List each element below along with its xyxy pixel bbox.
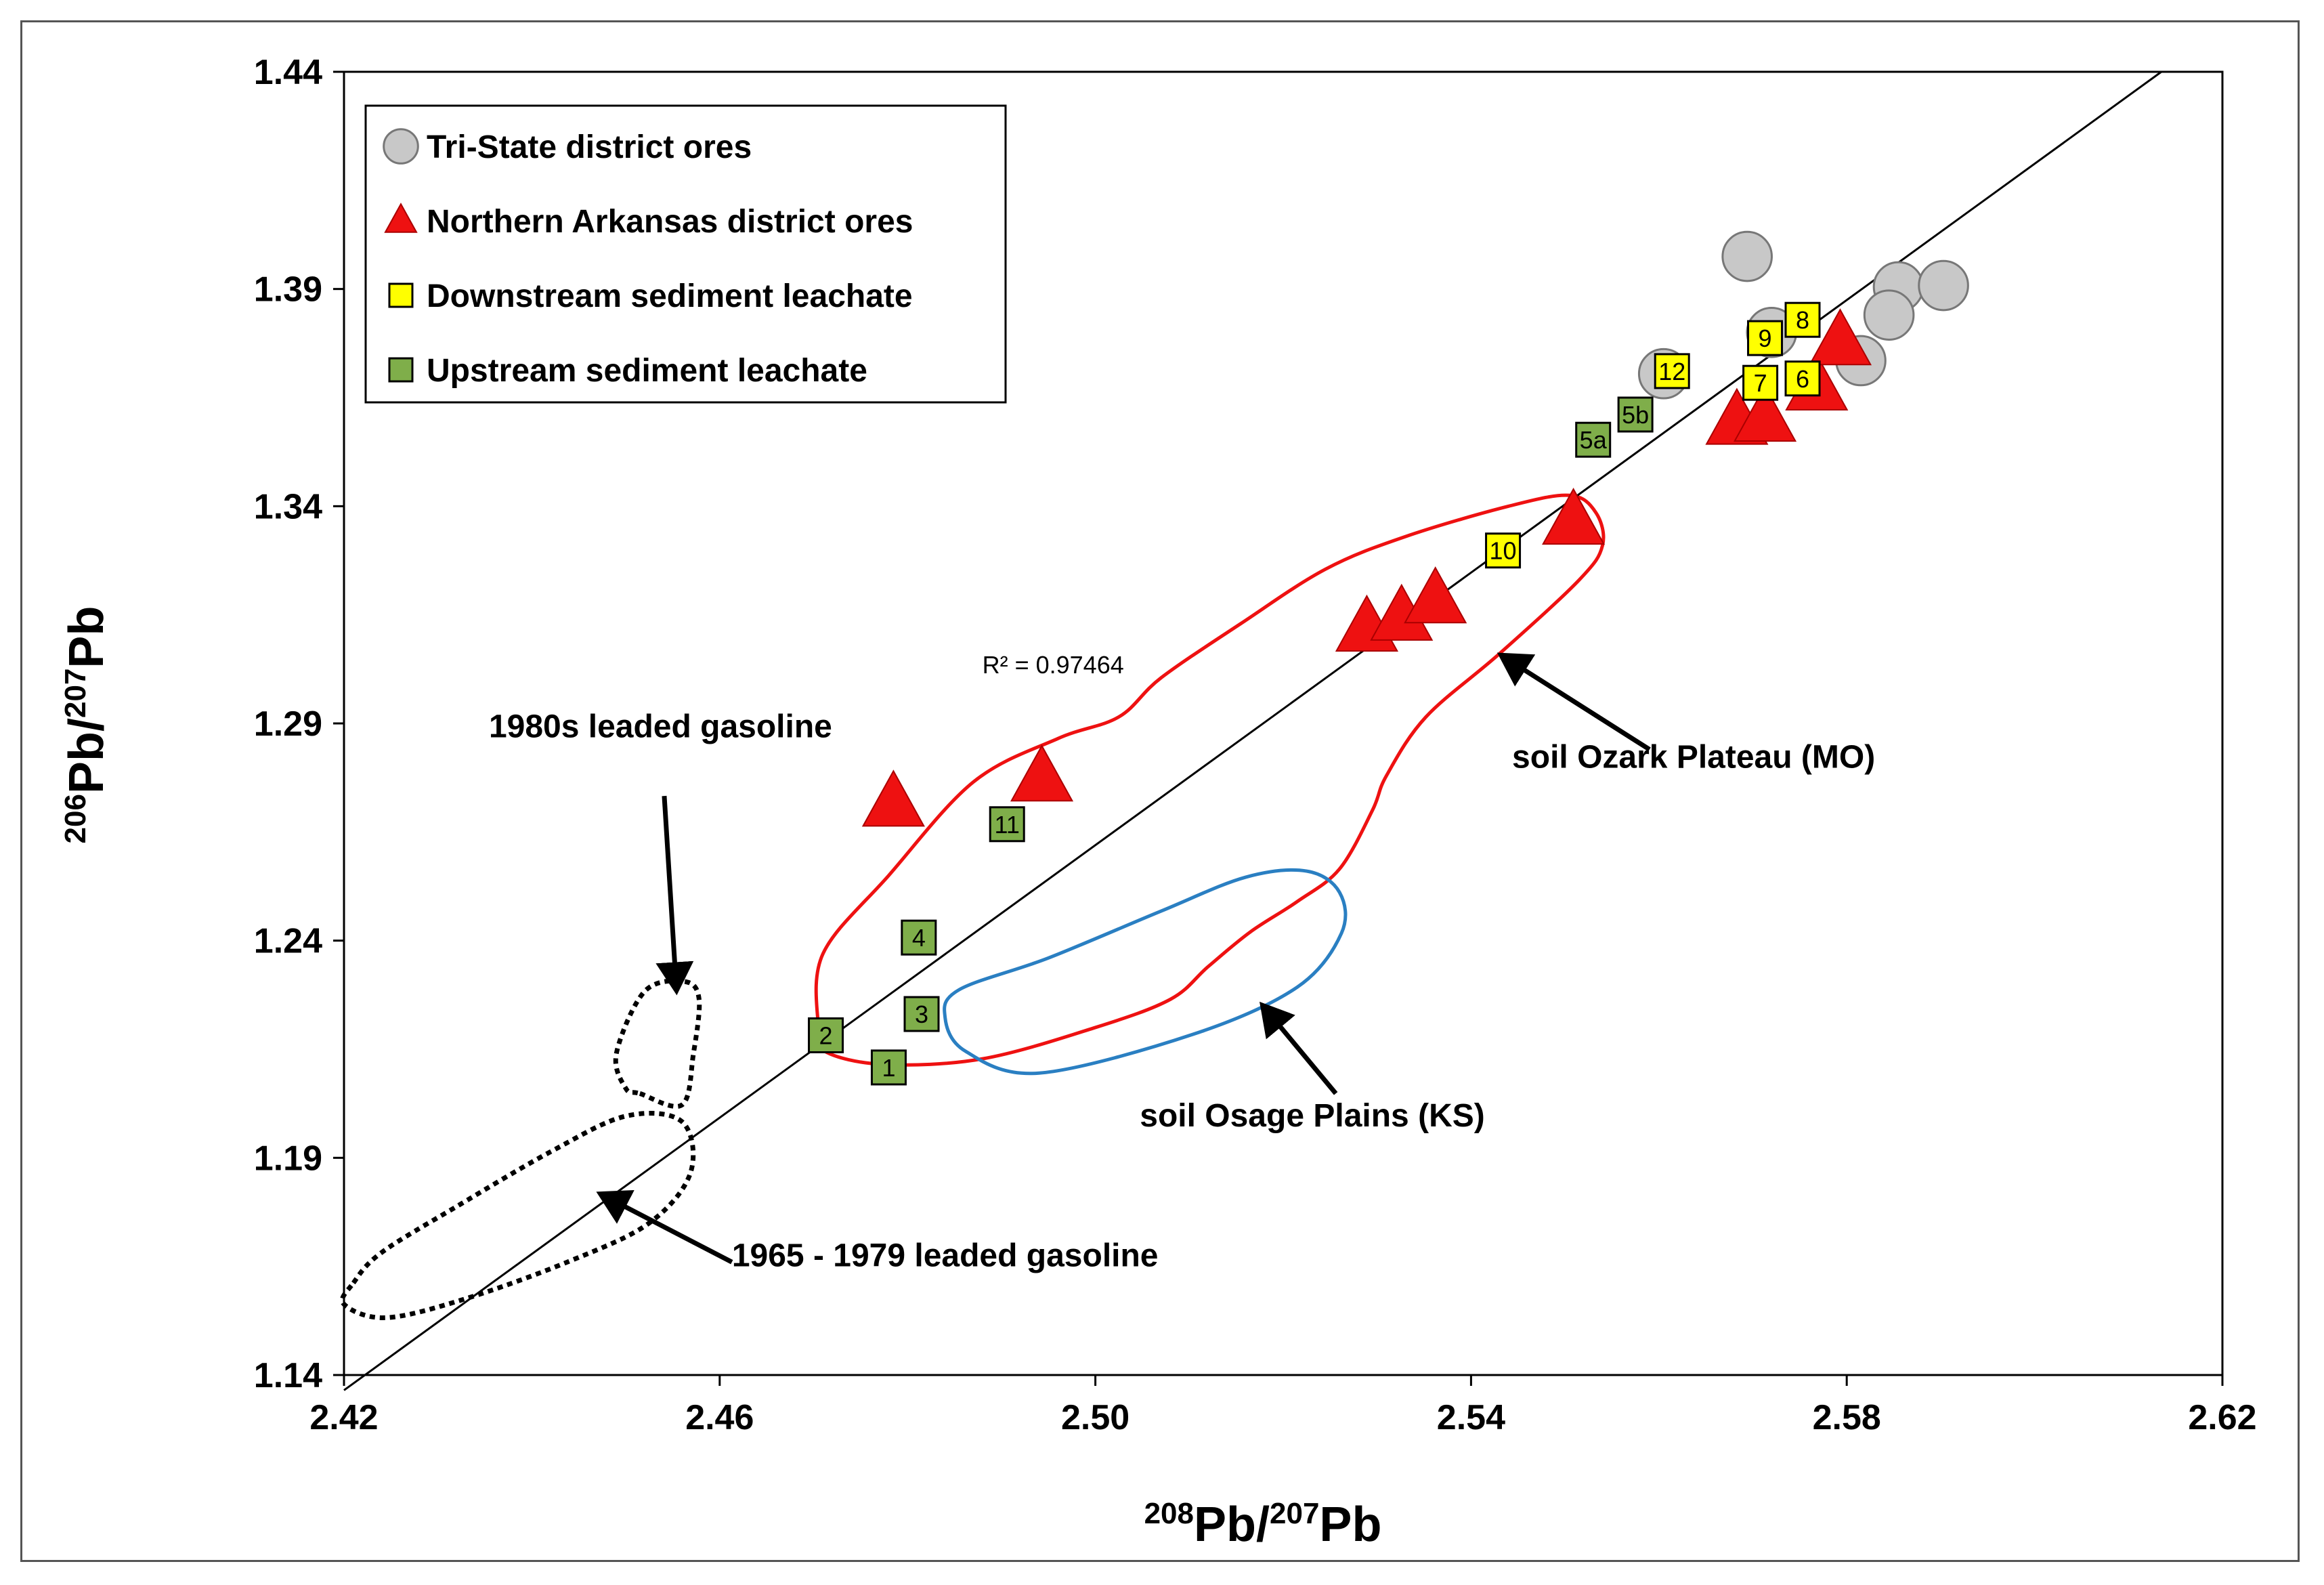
legend-label: Northern Arkansas district ores [427, 204, 913, 240]
northern-arkansas-district-ores-point [1808, 308, 1872, 366]
downstream-sediment-leachate-point [1742, 364, 1779, 401]
upstream-sediment-leachate-point-label: 1 [882, 1054, 895, 1082]
downstream-sediment-leachate-point-label: 9 [1759, 324, 1772, 352]
region-soil-osage-plains-ks [943, 868, 1348, 1076]
region-1980s-leaded-gasoline [613, 978, 702, 1109]
x-tick-label: 2.50 [1061, 1398, 1129, 1437]
downstream-sediment-leachate-point-label: 10 [1490, 537, 1517, 565]
arrow-1980s-leaded-gasoline [655, 795, 694, 996]
upstream-sediment-leachate-point-label: 2 [819, 1021, 833, 1049]
x-tick-label: 2.46 [685, 1398, 754, 1437]
downstream-sediment-leachate-point [1654, 353, 1690, 389]
legend-marker-square [388, 282, 414, 308]
region-1965-1979-leaded-gasoline [339, 1111, 696, 1320]
x-axis-title-sup2: 207 [1270, 1497, 1319, 1530]
annotation-1965-1979-leaded-gasoline: 1965 - 1979 leaded gasoline [732, 1238, 1159, 1274]
upstream-sediment-leachate-point-label: 4 [912, 924, 926, 952]
y-axis-title-end: Pb [60, 606, 114, 669]
arrow-soil-ozark-plateau-mo [1497, 652, 1651, 752]
downstream-sediment-leachate-point [1485, 532, 1522, 569]
r-squared-label: R² = 0.97464 [983, 651, 1124, 679]
upstream-sediment-leachate-point-label: 11 [995, 811, 1020, 839]
tri-state-district-ores-point [1863, 289, 1915, 341]
x-axis-title: 208Pb/207Pb [1144, 1497, 1382, 1552]
legend-label: Tri-State district ores [427, 129, 752, 165]
annotation-soil-ozark-plateau-mo: soil Ozark Plateau (MO) [1512, 739, 1875, 775]
upstream-sediment-leachate-point [1617, 396, 1654, 433]
downstream-sediment-leachate-point [1784, 301, 1821, 338]
tri-state-district-ores-point [1721, 230, 1773, 282]
northern-arkansas-district-ores-point [1404, 566, 1467, 624]
y-axis-title-sup1: 206 [59, 794, 92, 843]
downstream-sediment-leachate-point-label: 6 [1796, 365, 1809, 393]
x-tick-label: 2.62 [2188, 1398, 2256, 1437]
upstream-sediment-leachate-point [901, 919, 937, 956]
arrow-soil-osage-plains-ks [1260, 1001, 1338, 1095]
upstream-sediment-leachate-point-label: 5b [1622, 401, 1649, 429]
downstream-sediment-leachate-point [1747, 320, 1784, 356]
arrow-1965-1979-leaded-gasoline [596, 1190, 733, 1265]
downstream-sediment-leachate-point-label: 7 [1754, 369, 1767, 397]
x-tick-label: 2.42 [309, 1398, 378, 1437]
tri-state-district-ores-point [1918, 259, 1969, 312]
legend-item: Tri-State district ores [383, 128, 752, 165]
downstream-sediment-leachate-point-label: 8 [1796, 306, 1809, 334]
northern-arkansas-district-ores-point [1010, 744, 1074, 802]
annotation-soil-osage-plains-ks: soil Osage Plains (KS) [1140, 1098, 1484, 1134]
x-tick-label: 2.58 [1813, 1398, 1881, 1437]
y-tick-label: 1.39 [254, 270, 322, 310]
legend-marker-square [388, 357, 414, 383]
legend-item: Upstream sediment leachate [388, 353, 867, 389]
upstream-sediment-leachate-point [1575, 421, 1612, 458]
upstream-sediment-leachate-point [989, 806, 1025, 843]
trendline [343, 70, 2162, 1391]
region-soil-ozark-plateau-mo [814, 493, 1606, 1067]
legend-item: Northern Arkansas district ores [384, 203, 913, 240]
upstream-sediment-leachate-point [870, 1049, 907, 1086]
y-tick-label: 1.44 [254, 53, 322, 92]
upstream-sediment-leachate-point [903, 996, 940, 1032]
upstream-sediment-leachate-point [808, 1017, 844, 1053]
northern-arkansas-district-ores-point [1733, 384, 1797, 442]
y-axis-title-sup2: 207 [59, 669, 92, 718]
x-axis-title-end: Pb [1319, 1498, 1381, 1552]
y-axis-title: 206Pb/207Pb [59, 606, 114, 844]
legend-label: Downstream sediment leachate [427, 278, 913, 314]
northern-arkansas-district-ores-point [1542, 487, 1606, 545]
y-tick-label: 1.14 [254, 1356, 322, 1395]
upstream-sediment-leachate-point-label: 3 [915, 1000, 928, 1028]
legend-label: Upstream sediment leachate [427, 353, 867, 389]
x-axis-title-base: Pb/ [1194, 1498, 1270, 1552]
y-tick-label: 1.29 [254, 704, 322, 744]
northern-arkansas-district-ores-point [861, 769, 925, 827]
legend-box [364, 104, 1007, 404]
downstream-sediment-leachate-point-label: 12 [1658, 358, 1685, 385]
y-tick-label: 1.34 [254, 487, 322, 526]
annotation-1980s-leaded-gasoline: 1980s leaded gasoline [489, 709, 832, 744]
legend-marker-circle [383, 128, 419, 165]
downstream-sediment-leachate-point [1784, 360, 1821, 397]
upstream-sediment-leachate-point-label: 5a [1580, 426, 1608, 454]
legend-marker-triangle [384, 203, 418, 233]
x-axis-title-sup1: 208 [1144, 1497, 1194, 1530]
legend-item: Downstream sediment leachate [388, 278, 913, 314]
y-tick-label: 1.19 [254, 1139, 322, 1178]
figure-frame [20, 20, 2300, 1562]
y-axis-title-base: Pb/ [60, 718, 114, 794]
x-tick-label: 2.54 [1437, 1398, 1505, 1437]
y-tick-label: 1.24 [254, 922, 322, 961]
